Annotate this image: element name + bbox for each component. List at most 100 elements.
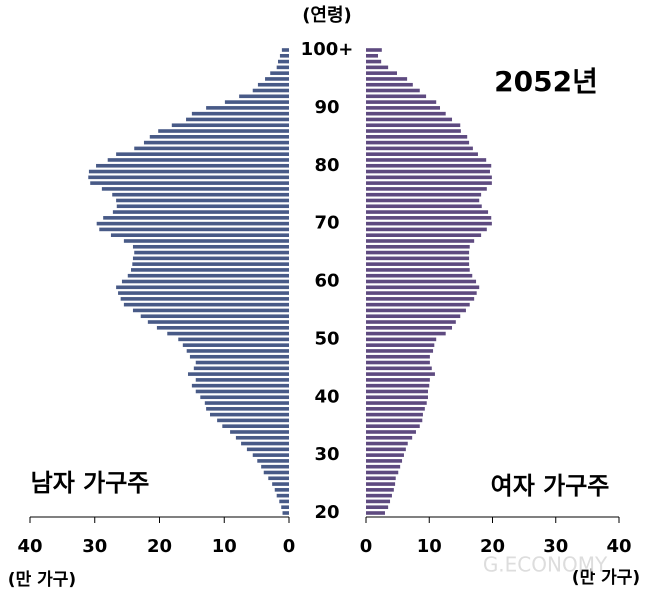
bar — [88, 175, 290, 180]
bar — [366, 302, 470, 307]
bar — [156, 326, 289, 330]
bar — [366, 482, 396, 486]
watermark: G.ECONOMY — [483, 553, 608, 577]
bar — [200, 395, 289, 400]
x-tick-label: 10 — [417, 536, 442, 557]
bar — [366, 418, 423, 423]
bar — [366, 401, 427, 405]
bar — [366, 256, 470, 261]
bar — [132, 308, 289, 313]
bar — [366, 441, 408, 446]
bar — [279, 53, 289, 58]
bar — [366, 181, 492, 185]
bar — [257, 459, 289, 463]
bar — [281, 505, 289, 510]
bar — [134, 250, 289, 255]
bar — [132, 256, 289, 261]
bar — [195, 360, 289, 365]
bar — [107, 158, 289, 162]
bar — [366, 163, 492, 168]
bar — [235, 435, 289, 440]
bar — [366, 343, 435, 347]
bar — [112, 192, 289, 197]
bar — [366, 447, 406, 452]
bar — [276, 493, 289, 498]
bar — [116, 285, 290, 290]
bar — [123, 302, 289, 307]
bar — [366, 378, 430, 382]
y-tick-label: 40 — [314, 386, 339, 407]
y-tick-label: 30 — [314, 444, 339, 465]
x-axis-label: (만 가구) — [8, 570, 76, 590]
bar — [204, 401, 289, 405]
bar — [239, 94, 289, 99]
bar — [366, 146, 473, 151]
bar — [366, 111, 446, 116]
bar — [366, 233, 482, 237]
bar — [366, 227, 487, 232]
bar — [96, 221, 289, 226]
bar — [187, 372, 289, 376]
bar — [366, 106, 441, 110]
bar — [96, 163, 289, 168]
y-tick-label: 100+ — [301, 39, 354, 60]
y-tick-label: 60 — [314, 271, 339, 292]
bar — [268, 476, 289, 481]
bar — [366, 326, 453, 330]
y-tick-label: 70 — [314, 213, 339, 234]
x-tick-label: 10 — [212, 536, 237, 557]
bar — [366, 424, 420, 428]
bar — [230, 430, 289, 434]
bar — [366, 412, 423, 417]
bar — [282, 511, 289, 515]
bar — [265, 77, 289, 81]
bar — [366, 493, 392, 498]
bar — [366, 94, 427, 99]
bar — [189, 354, 289, 359]
y-tick-label: 20 — [314, 502, 339, 523]
bar — [277, 59, 289, 64]
bar — [366, 192, 482, 197]
y-axis-label: (연령) — [302, 5, 352, 26]
bar — [366, 221, 492, 226]
legend-label: 여자 가구주 — [491, 472, 610, 500]
bar — [88, 169, 289, 174]
bar — [103, 216, 289, 220]
bar — [158, 129, 289, 133]
bar — [366, 250, 470, 255]
bar — [121, 279, 289, 284]
bar — [131, 268, 289, 272]
bar — [252, 88, 289, 93]
bar — [366, 470, 399, 475]
bar — [366, 262, 470, 266]
bar — [366, 175, 492, 180]
x-tick-label: 30 — [543, 536, 568, 557]
bar — [366, 169, 490, 174]
bar — [210, 412, 289, 417]
bar — [366, 354, 430, 359]
bar — [120, 297, 290, 301]
bar — [206, 407, 289, 411]
bar — [366, 395, 428, 400]
bar — [366, 297, 475, 301]
bar — [366, 285, 480, 290]
bar — [366, 389, 428, 394]
bar — [279, 499, 289, 504]
bar — [276, 65, 289, 70]
bar — [366, 135, 468, 139]
bar — [116, 152, 290, 156]
bar — [186, 117, 289, 122]
bar — [366, 48, 382, 52]
bar — [366, 210, 489, 214]
bar — [366, 279, 477, 284]
bar — [274, 488, 289, 492]
bar — [195, 389, 289, 394]
x-tick-label: 0 — [360, 536, 373, 557]
bar — [261, 464, 289, 469]
bar — [90, 181, 289, 185]
bar — [134, 146, 289, 151]
bar — [366, 140, 470, 145]
bar — [366, 331, 446, 336]
bar — [366, 59, 382, 64]
